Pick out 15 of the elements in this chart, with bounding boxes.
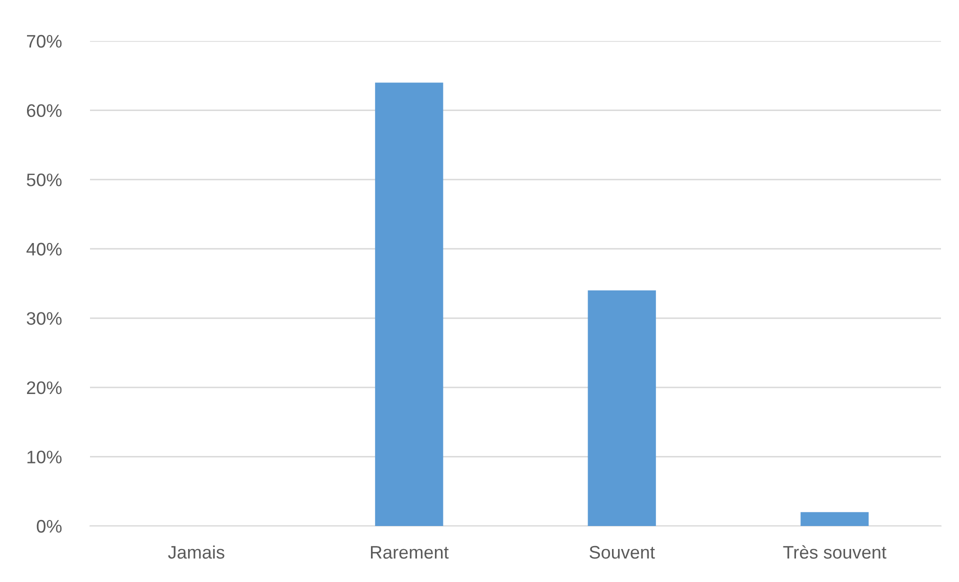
y-tick-label: 30%: [26, 312, 62, 325]
y-tick-label: 50%: [26, 174, 62, 186]
y-tick-label: 40%: [26, 242, 62, 256]
bar: [800, 512, 869, 526]
bar: [375, 82, 444, 526]
y-tick-label: 60%: [27, 104, 62, 118]
x-tick-label: Souvent: [590, 546, 655, 559]
y-tick-label: 20%: [26, 381, 62, 394]
bar: [588, 290, 656, 526]
x-tick-label: Rarement: [370, 546, 449, 559]
x-tick-label: Très souvent: [783, 545, 886, 559]
y-tick-label: 10%: [27, 450, 62, 464]
x-tick-label: Jamais: [168, 545, 224, 559]
y-tick-label: 0%: [36, 520, 62, 533]
y-tick-label: 70%: [27, 34, 62, 48]
